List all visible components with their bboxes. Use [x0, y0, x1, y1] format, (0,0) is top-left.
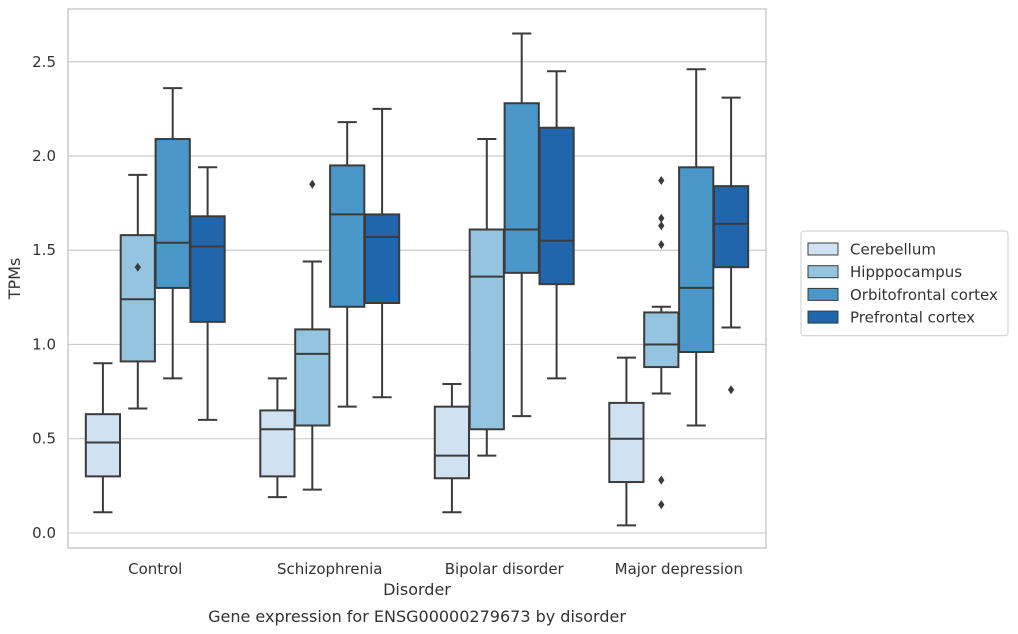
box-iqr: [294, 328, 331, 427]
box-2-2: [503, 32, 540, 418]
legend-swatch: [807, 265, 839, 279]
y-tick-label: 1.0: [32, 335, 56, 353]
legend-frame: [800, 230, 1009, 337]
box-iqr: [503, 102, 540, 274]
box-1-1: [294, 179, 331, 491]
y-tick-label: 0.5: [32, 430, 56, 448]
outlier-point: [134, 262, 141, 272]
box-iqr: [712, 185, 750, 269]
box-iqr: [154, 138, 191, 289]
y-tick-label: 2.0: [32, 147, 56, 165]
plot-frame: [67, 8, 767, 549]
y-tick-label: 2.5: [32, 53, 56, 71]
outlier-point: [727, 385, 735, 395]
outlier-point: [658, 213, 665, 223]
legend-label: Prefrontal cortex: [850, 309, 975, 327]
x-tick-labels: Control Schizophrenia Bipolar disorder Majo…: [128, 560, 743, 578]
box-1-2: [468, 138, 505, 457]
legend-label: Orbitofrontal cortex: [850, 286, 998, 304]
box-3-2: [538, 70, 575, 380]
x-tick-label: Control: [128, 560, 182, 578]
legend-swatch: [807, 310, 839, 324]
box-iqr: [678, 166, 715, 353]
legend-swatch: [807, 242, 839, 256]
legend: Cerebellum Hipppocampus Orbitofrontal cort…: [800, 230, 1009, 337]
box-iqr: [189, 215, 226, 323]
box-iqr: [538, 126, 575, 286]
box-0-2: [433, 383, 471, 514]
box-2-3: [678, 68, 715, 427]
box-3-3: [712, 96, 750, 395]
outlier-point: [658, 176, 665, 185]
outlier-point: [658, 221, 665, 231]
box-iqr: [84, 413, 122, 478]
box-0-0: [84, 362, 122, 514]
box-3-1: [363, 107, 401, 399]
box-iqr: [608, 401, 645, 484]
box-1-0: [119, 173, 156, 410]
box-2-1: [329, 121, 366, 408]
y-tick-label: 1.5: [32, 241, 56, 259]
x-tick-label: Bipolar disorder: [445, 560, 565, 578]
box-iqr: [329, 164, 366, 308]
box-plot-area: [84, 32, 750, 527]
outlier-point: [658, 500, 665, 510]
box-2-0: [154, 87, 191, 380]
legend-swatch: [807, 287, 839, 301]
legend-label: Cerebellum: [850, 241, 936, 259]
box-0-1: [259, 377, 296, 499]
figure-caption: Gene expression for ENSG00000279673 by d…: [208, 607, 626, 626]
y-axis-title: TPMs: [5, 258, 24, 301]
outlier-point: [658, 240, 665, 250]
x-tick-label: Schizophrenia: [277, 560, 382, 578]
box-iqr: [433, 405, 471, 480]
x-axis-title: Disorder: [383, 580, 451, 599]
y-tick-label: 0.0: [32, 524, 56, 542]
outlier-point: [658, 475, 665, 485]
box-0-3: [608, 356, 645, 527]
box-3-0: [189, 166, 226, 421]
legend-label: Hipppocampus: [850, 263, 962, 281]
box-iqr: [363, 213, 401, 304]
box-iqr: [259, 409, 296, 478]
box-iqr: [468, 228, 505, 431]
y-tick-labels: 0.0 0.5 1.0 1.5 2.0 2.5: [32, 53, 56, 542]
outlier-point: [309, 179, 316, 189]
box-iqr: [643, 311, 680, 369]
box-1-3: [643, 176, 680, 510]
x-tick-label: Major depression: [615, 560, 743, 578]
